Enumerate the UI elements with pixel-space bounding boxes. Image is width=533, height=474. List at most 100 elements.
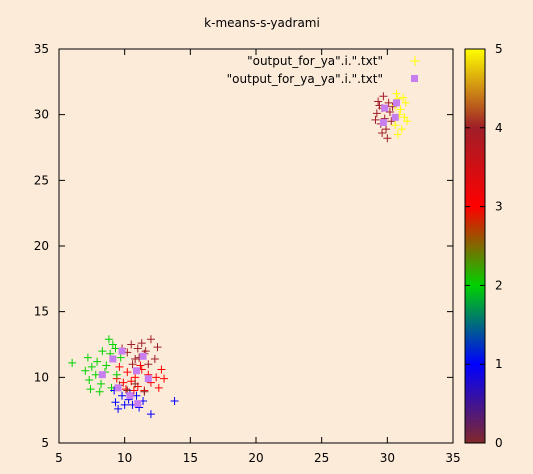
colorbar-tick-label: 4 — [495, 121, 503, 135]
data-point-plus — [144, 360, 153, 369]
data-point-plus — [372, 109, 381, 118]
legend-label-2: "output_for_ya_ya".i.".txt" — [227, 72, 383, 86]
data-point-plus — [154, 383, 163, 392]
data-point-square — [126, 392, 134, 400]
data-point-plus — [116, 353, 125, 362]
colorbar — [464, 48, 486, 444]
data-point-plus — [114, 404, 123, 413]
data-point-plus — [95, 387, 104, 396]
colorbar-tick-label: 1 — [495, 357, 503, 371]
y-tick-label: 5 — [41, 436, 49, 450]
data-point-plus — [111, 344, 120, 353]
data-point-plus — [120, 400, 129, 409]
data-point-plus — [93, 357, 102, 366]
legend-plus-glyph — [410, 56, 420, 66]
data-point-plus — [133, 344, 142, 353]
data-point-plus — [111, 398, 120, 407]
data-point-square — [379, 119, 387, 127]
colorbar-axis: 0 1 2 3 4 5 — [465, 42, 503, 450]
data-point-plus — [383, 134, 392, 143]
data-point-plus — [98, 347, 107, 356]
y-tick-label: 30 — [34, 108, 49, 122]
data-point-plus — [97, 379, 106, 388]
legend-marker-square — [411, 75, 418, 82]
colorbar-tick-label: 0 — [495, 436, 503, 450]
data-point-plus — [68, 358, 77, 367]
data-point-plus — [152, 373, 161, 382]
colorbar-tick-label: 3 — [495, 200, 503, 214]
x-tick-label: 20 — [248, 451, 263, 465]
data-point-plus — [115, 362, 124, 371]
data-point-plus — [371, 115, 380, 124]
y-tick-label: 10 — [34, 370, 49, 384]
data-point-plus — [140, 387, 149, 396]
chart-title: k-means-s-yadrami — [204, 16, 320, 30]
x-tick-label: 15 — [183, 451, 198, 465]
data-point-plus — [127, 340, 136, 349]
data-point-plus — [387, 117, 396, 126]
data-point-plus — [157, 365, 166, 374]
x-tick-label: 30 — [380, 451, 395, 465]
data-point-plus — [104, 335, 113, 344]
data-point-plus — [132, 391, 141, 400]
data-point-square — [139, 352, 147, 360]
data-point-square — [391, 113, 399, 121]
legend: "output_for_ya".i.".txt" "output_for_ya_… — [227, 54, 420, 86]
x-axis: 5 10 15 20 25 30 35 — [55, 49, 461, 465]
x-tick-label: 10 — [117, 451, 132, 465]
data-point-square — [114, 384, 122, 392]
data-point-square — [134, 400, 142, 408]
data-point-plus — [81, 366, 90, 375]
data-point-plus — [112, 370, 121, 379]
x-tick-label: 5 — [55, 451, 63, 465]
data-point-plus — [403, 117, 412, 126]
data-point-square — [132, 367, 140, 375]
data-point-plus — [91, 370, 100, 379]
data-point-plus — [137, 339, 146, 348]
data-point-plus — [396, 105, 405, 114]
data-point-plus — [136, 361, 145, 370]
data-point-square — [118, 347, 126, 355]
y-tick-label: 35 — [34, 42, 49, 56]
colorbar-tick-label: 2 — [495, 278, 503, 292]
data-point-square — [109, 355, 117, 363]
data-point-plus — [392, 89, 401, 98]
colorbar-tick-label: 5 — [495, 42, 503, 56]
data-point-plus — [397, 125, 406, 134]
data-point-plus — [83, 353, 92, 362]
data-point-plus — [399, 93, 408, 102]
data-point-plus — [391, 121, 400, 130]
data-point-plus — [384, 98, 393, 107]
plot-frame — [58, 48, 454, 444]
data-point-plus — [146, 410, 155, 419]
legend-marker-plus — [410, 56, 420, 66]
data-point-plus — [153, 343, 162, 352]
y-axis: 5 10 15 20 25 30 35 — [34, 42, 453, 450]
data-point-plus — [121, 385, 130, 394]
y-tick-label: 20 — [34, 239, 49, 253]
data-point-plus — [128, 360, 137, 369]
y-tick-label: 25 — [34, 173, 49, 187]
data-point-plus — [86, 385, 95, 394]
data-point-plus — [85, 375, 94, 384]
data-point-plus — [131, 379, 140, 388]
data-point-plus — [102, 361, 111, 370]
data-point-plus — [374, 97, 383, 106]
data-point-square — [144, 375, 152, 383]
data-point-square — [393, 99, 401, 107]
data-point-square — [98, 371, 106, 379]
data-point-plus — [170, 396, 179, 405]
data-point-plus — [150, 354, 159, 363]
series-output-for-ya-ya — [98, 99, 401, 408]
data-point-plus — [393, 130, 402, 139]
data-point-plus — [401, 98, 410, 107]
data-point-plus — [131, 354, 140, 363]
x-tick-label: 25 — [314, 451, 329, 465]
series-output-for-ya — [68, 89, 412, 419]
data-point-plus — [160, 374, 169, 383]
data-point-plus — [378, 129, 387, 138]
x-tick-label: 35 — [445, 451, 460, 465]
legend-label-1: "output_for_ya".i.".txt" — [247, 54, 383, 68]
y-tick-label: 15 — [34, 305, 49, 319]
